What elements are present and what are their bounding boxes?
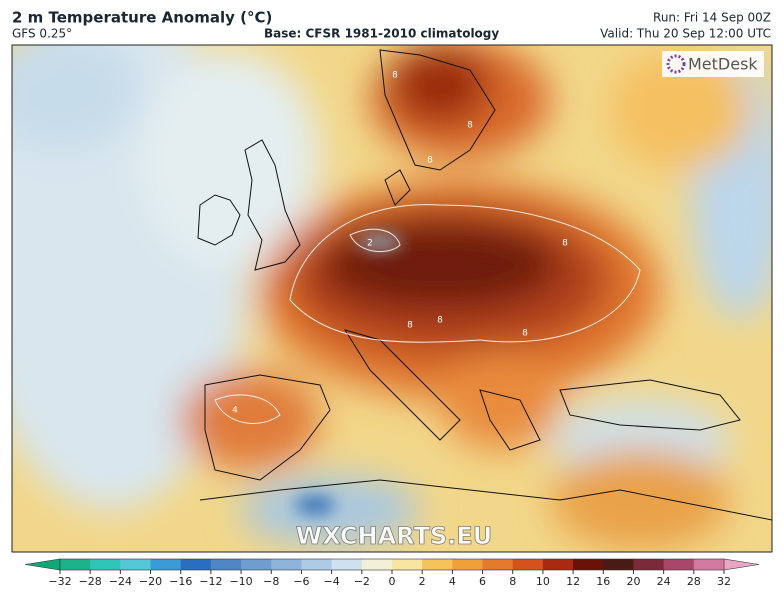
colorbar-segment xyxy=(120,559,152,570)
valid: Valid: Thu 20 Sep 12:00 UTC xyxy=(600,27,771,41)
colorbar-tick-label: −32 xyxy=(48,575,71,588)
colorbar-tick-label: 24 xyxy=(657,575,671,588)
land-shading xyxy=(295,232,402,515)
contours xyxy=(214,204,641,424)
colorbar: −32 −28 −24 −20 −16 −12 −10 −8 −6 −4 −2 0 2 4 6 8 10 12 16… xyxy=(24,558,760,588)
colorbar-segment xyxy=(542,559,574,570)
colorbar-tick-label: 6 xyxy=(479,575,486,588)
colorbar-tick-label: −28 xyxy=(79,575,102,588)
contour-label: 8 xyxy=(562,239,568,249)
colorbar-segment xyxy=(452,559,484,570)
contour-label: 8 xyxy=(392,71,398,81)
base: Base: CFSR 1981-2010 climatology xyxy=(264,27,499,41)
colorbar-segment xyxy=(331,559,363,570)
colorbar-segment xyxy=(573,559,604,570)
colorbar-tick-label: 2 xyxy=(419,575,426,588)
colorbar-tick-label: 0 xyxy=(389,575,396,588)
run: Run: Fri 14 Sep 00Z xyxy=(653,11,771,25)
contour-label: 8 xyxy=(427,156,433,166)
colorbar-tick-label: −12 xyxy=(199,575,222,588)
contour-label: 4 xyxy=(232,406,238,416)
colorbar-segment xyxy=(693,559,725,570)
colorbar-tick-label: −2 xyxy=(354,575,370,588)
colorbar-tick-label: 20 xyxy=(626,575,640,588)
colorbar-end xyxy=(723,558,760,571)
contour-label: 2 xyxy=(367,239,373,249)
colorbar-segment xyxy=(603,559,634,570)
logo-icon xyxy=(666,54,686,74)
colorbar-tick-label: 8 xyxy=(509,575,516,588)
contour-label: 8 xyxy=(407,321,413,331)
colorbar-tick-label: 32 xyxy=(717,575,731,588)
colorbar-segment xyxy=(663,559,695,570)
colorbar-tick-label: −16 xyxy=(169,575,192,588)
map: 8 8 8 2 8 8 8 8 4 MetDesk WXCHARTS.EU xyxy=(12,45,772,552)
colorbar-tick-label: 16 xyxy=(596,575,610,588)
model: GFS 0.25° xyxy=(12,27,72,41)
colorbar-segment xyxy=(180,559,212,570)
title: 2 m Temperature Anomaly (°C) xyxy=(12,9,272,27)
colorbar-segment xyxy=(90,559,121,570)
colorbar-segment xyxy=(301,559,333,570)
contour-label: 8 xyxy=(437,316,443,326)
colorbar-segment xyxy=(241,559,272,570)
colorbar-tick-label: −20 xyxy=(139,575,162,588)
colorbar-tick-label: 12 xyxy=(566,575,580,588)
colorbar-segment xyxy=(150,559,182,570)
colorbar-tick-label: −6 xyxy=(293,575,309,588)
coastlines xyxy=(197,49,772,521)
watermark: WXCHARTS.EU xyxy=(296,522,492,550)
colorbar-segment xyxy=(512,559,544,570)
colorbar-segment xyxy=(392,559,423,570)
colorbar-segment xyxy=(60,559,91,570)
contour-labels: 8 8 8 2 8 8 8 8 4 xyxy=(232,71,568,416)
colorbar-segment xyxy=(271,559,302,570)
colorbar-segment xyxy=(633,559,665,570)
colorbar-segment xyxy=(361,559,393,570)
colorbar-tick-label: 28 xyxy=(687,575,701,588)
colorbar-end xyxy=(24,558,61,571)
contour-label: 8 xyxy=(467,121,473,131)
colorbar-tick-label: −8 xyxy=(263,575,279,588)
colorbar-tick-label: −24 xyxy=(109,575,132,588)
map-frame xyxy=(11,44,773,553)
colorbar-tick-label: −4 xyxy=(324,575,340,588)
contour-label: 8 xyxy=(522,329,528,339)
anomaly-field xyxy=(12,45,772,550)
colorbar-tick-label: −10 xyxy=(229,575,252,588)
colorbar-segment xyxy=(210,559,242,570)
colorbar-segment xyxy=(422,559,453,570)
colorbar-tick-label: 10 xyxy=(536,575,550,588)
logo: MetDesk xyxy=(688,55,758,74)
colorbar-segment xyxy=(482,559,514,570)
colorbar-tick-label: 4 xyxy=(449,575,456,588)
